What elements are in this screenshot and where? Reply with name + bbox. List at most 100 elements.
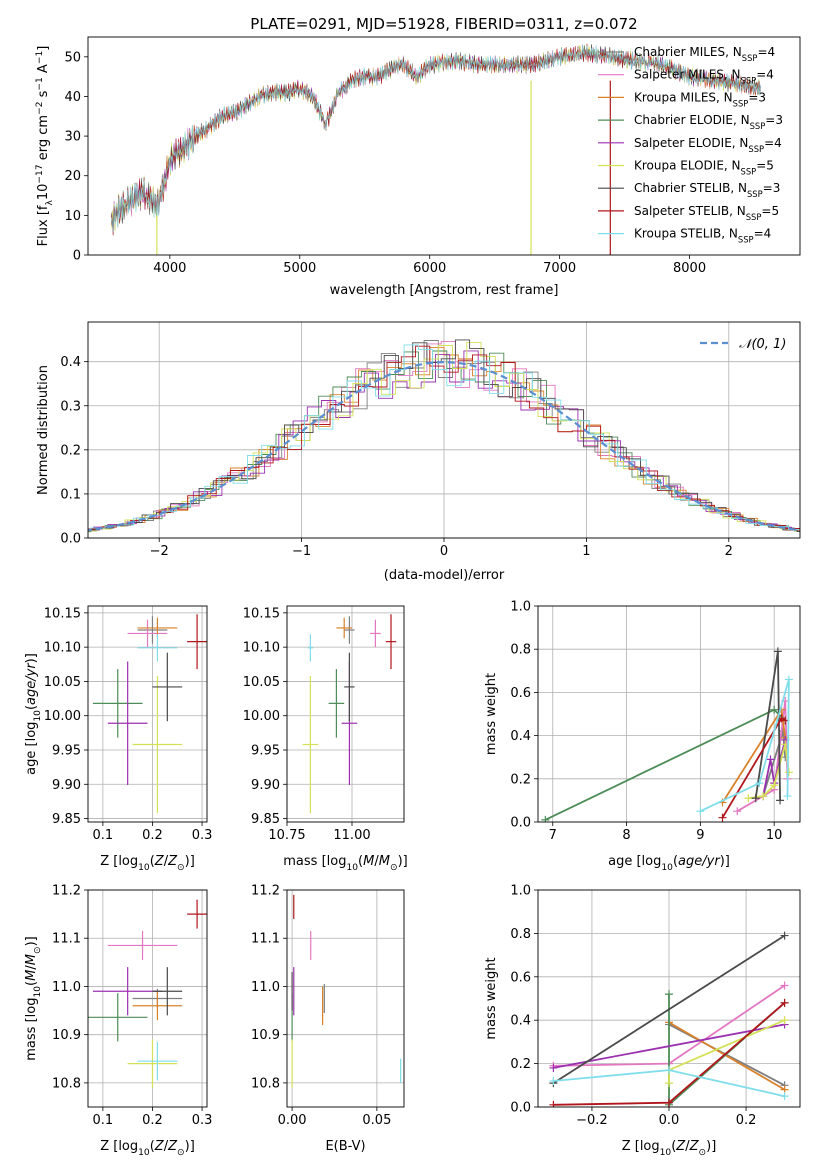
spectrum-legend-label-kroupa-elodie: Kroupa ELODIE, NSSP=5: [634, 159, 774, 177]
mass_vs_Z-xtick-label-2: 0.3: [192, 1113, 213, 1128]
weight_vs_age-marker-salpeter-miles-0: [733, 807, 742, 816]
spectrum-ytick-label-2: 20: [64, 169, 81, 184]
spectrum-xtick-label-0: 4000: [153, 261, 186, 276]
age_vs_Z-ytick-label-6: 10.15: [44, 606, 81, 621]
mass_vs_ebv-frame: [286, 889, 405, 1108]
residuals-gaussian-curve: [88, 360, 800, 532]
weight_vs_Z-marker-salpeter-stelib-1: [665, 1098, 673, 1107]
spectrum-legend-label-kroupa-stelib: Kroupa STELIB, NSSP=4: [634, 227, 771, 245]
weight_vs_age-ytick-label-2: 0.4: [510, 729, 531, 744]
mass_vs_Z-ytick-label-3: 11.1: [52, 932, 81, 947]
age_vs_mass-xlabel: mass [log10(M/M⊙)]: [283, 854, 407, 873]
age_vs_mass-ytick-label-6: 10.15: [243, 606, 280, 621]
age_vs_Z-ytick-label-4: 10.05: [44, 675, 81, 690]
spectrum-title: PLATE=0291, MJD=51928, FIBERID=0311, z=0…: [250, 15, 637, 33]
mass_vs_ebv-ytick-label-3: 11.1: [251, 932, 280, 947]
weight_vs_age-marker-kroupa-stelib-0: [696, 807, 705, 816]
age_vs_mass-ytick-label-1: 9.90: [251, 778, 280, 793]
spectrum-ytick-label-0: 0: [73, 249, 81, 264]
residuals-histograms: [88, 339, 800, 533]
residuals-hist-salpeter-stelib: [88, 345, 800, 533]
weight_vs_Z-lines: [549, 931, 789, 1107]
weight_vs_Z-marker-kroupa-elodie-2: [780, 1016, 789, 1025]
mass_vs_ebv-ytick-label-0: 10.8: [251, 1076, 280, 1091]
spectrum-legend-label-salpeter-stelib: Salpeter STELIB, NSSP=5: [634, 204, 779, 222]
residuals-legend-label: 𝒩(0, 1): [739, 337, 786, 352]
weight_vs_Z-marker-kroupa-elodie-0: [665, 1079, 673, 1088]
weight_vs_Z-ytick-label-4: 0.8: [510, 927, 531, 942]
weight_vs_Z-ylabel: mass weight: [484, 957, 499, 1039]
weight_vs_age-lines: [541, 647, 793, 822]
age_vs_mass-ytick-label-4: 10.05: [243, 675, 280, 690]
age_vs_mass-ytick-label-2: 9.95: [251, 744, 280, 759]
mass_vs_Z-xlabel: Z [log10(Z/Z⊙)]: [100, 1139, 195, 1158]
weight_vs_Z-marker-salpeter-stelib-2: [780, 998, 789, 1007]
weight_vs_Z-xtick-label-0: −0.2: [576, 1113, 608, 1128]
spectrum-ytick-label-3: 30: [64, 130, 81, 145]
weight_vs_Z-marker-salpeter-stelib-0: [549, 1100, 558, 1107]
weight_vs_age-marker-kroupa-stelib-2: [784, 675, 793, 684]
weight_vs_age-xlabel: age [log10(age/yr)]: [608, 854, 730, 873]
age_vs_mass-xtick-label-0: 10.75: [268, 828, 305, 843]
spectrum-line-kroupa-stelib: [111, 44, 762, 233]
mass_vs_ebv-xlabel: E(B-V): [325, 1139, 365, 1154]
spectrum-legend-label-chabrier-elodie: Chabrier ELODIE, NSSP=3: [634, 113, 783, 131]
mass_vs_Z-ytick-label-0: 10.8: [52, 1076, 81, 1091]
age_vs_Z-ytick-label-1: 9.90: [52, 778, 81, 793]
mass_vs_ebv-points: [291, 894, 402, 1088]
weight_vs_Z-ytick-label-5: 1.0: [510, 884, 531, 899]
residuals-xtick-label-2: 0: [440, 544, 448, 559]
weight_vs_age-frame: [537, 605, 801, 823]
residuals-ytick-label-4: 0.4: [60, 355, 81, 370]
age_vs_Z-ylabel: age [log10(age/yr)]: [24, 653, 43, 775]
spectrum-legend-label-chabrier-miles: Chabrier MILES, NSSP=4: [634, 45, 775, 63]
spectrum-frame: [87, 36, 801, 256]
weight_vs_Z-marker-salpeter-miles-2: [780, 981, 789, 990]
age_vs_Z-xtick-label-0: 0.1: [93, 828, 114, 843]
mass_vs_Z-ylabel: mass [log10(M/M⊙)]: [24, 936, 43, 1060]
weight_vs_age-marker-kroupa-stelib-1: [755, 779, 764, 788]
spectrum-xlabel: wavelength [Angstrom, rest frame]: [330, 283, 559, 298]
age_vs_Z-ytick-label-0: 9.85: [52, 812, 81, 827]
weight_vs_age-marker-kroupa-elodie-0: [744, 794, 753, 803]
residuals-hist-kroupa-stelib: [88, 344, 800, 532]
mass_vs_ebv-ytick-label-1: 10.9: [251, 1028, 280, 1043]
spectrum-legend-label-salpeter-miles: Salpeter MILES, NSSP=4: [634, 68, 774, 86]
weight_vs_age-ytick-label-0: 0.0: [510, 816, 531, 831]
mass_vs_ebv-ytick-label-4: 11.2: [251, 884, 280, 899]
weight_vs_age-ytick-label-5: 1.0: [510, 600, 531, 615]
spectrum-ylabel: Flux [fλ10−17 erg cm−2 s−1 A−1]: [35, 46, 55, 247]
weight_vs_age-line-kroupa-stelib: [700, 679, 790, 813]
age_vs_Z-xtick-label-1: 0.2: [142, 828, 163, 843]
residuals-ytick-label-1: 0.1: [60, 487, 81, 502]
weight_vs_Z-ytick-label-0: 0.0: [510, 1101, 531, 1116]
mass_vs_ebv-ytick-label-2: 11.0: [251, 980, 280, 995]
age_vs_Z-xtick-label-2: 0.3: [192, 828, 213, 843]
mass_vs_ebv-xtick-label-1: 0.05: [362, 1113, 391, 1128]
mass_vs_Z-ytick-label-4: 11.2: [52, 884, 81, 899]
mass_vs_ebv-xtick-label-0: 0.00: [278, 1113, 307, 1128]
weight_vs_age-marker-kroupa-elodie-4: [784, 768, 793, 777]
weight_vs_age-xtick-label-0: 7: [549, 828, 557, 843]
weight_vs_Z-ytick-label-3: 0.6: [510, 970, 531, 985]
weight_vs_Z-marker-salpeter-elodie-0: [549, 1063, 558, 1072]
residuals-ytick-label-2: 0.2: [60, 443, 81, 458]
weight_vs_Z-line-chabrier-stelib: [552, 934, 786, 1084]
weight_vs_Z-xlabel: Z [log10(Z/Z⊙)]: [622, 1139, 717, 1158]
spectrum-xtick-label-3: 7000: [543, 261, 576, 276]
weight_vs_Z-marker-kroupa-stelib-1: [665, 1066, 673, 1075]
spectrum-legend-label-kroupa-miles: Kroupa MILES, NSSP=3: [634, 90, 766, 108]
weight_vs_age-marker-salpeter-elodie-1: [766, 755, 775, 764]
residuals-ytick-label-3: 0.3: [60, 399, 81, 414]
weight_vs_age-ytick-label-4: 0.8: [510, 643, 531, 658]
weight_vs_age-marker-chabrier-elodie-0: [541, 815, 550, 822]
weight_vs_Z-xtick-label-2: 0.2: [736, 1113, 757, 1128]
age_vs_Z-ytick-label-2: 9.95: [52, 744, 81, 759]
weight_vs_age-ytick-label-1: 0.2: [510, 772, 531, 787]
spectrum-series: [111, 43, 762, 255]
age_vs_Z-frame: [87, 605, 208, 823]
weight_vs_Z-marker-chabrier-stelib-1: [780, 931, 789, 940]
age_vs_Z-points: [92, 614, 207, 814]
weight_vs_age-xtick-label-2: 9: [696, 828, 704, 843]
